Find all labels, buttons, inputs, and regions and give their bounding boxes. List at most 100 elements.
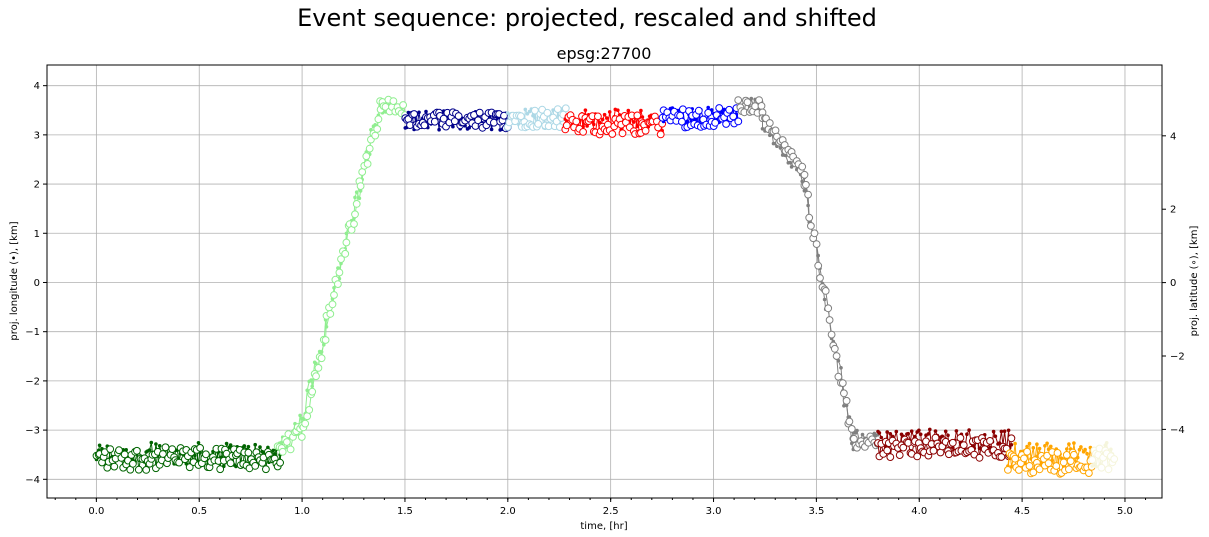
latitude-point [399, 101, 408, 109]
latitude-point [129, 459, 137, 468]
latitude-point [134, 465, 143, 474]
latitude-point [594, 112, 602, 121]
latitude-point [490, 118, 498, 127]
plot-area [92, 95, 1119, 478]
longitude-point [993, 434, 998, 439]
latitude-point [633, 111, 642, 120]
longitude-point [1043, 444, 1047, 448]
latitude-point [371, 131, 380, 140]
latitude-point [363, 160, 372, 168]
y-left-tick-label: 2 [34, 180, 40, 191]
latitude-point [816, 274, 824, 282]
latitude-point [1059, 458, 1068, 467]
longitude-point [1045, 441, 1049, 446]
latitude-point [562, 121, 571, 130]
latitude-point [356, 182, 365, 191]
longitude-point [860, 432, 865, 437]
latitude-point [1004, 466, 1012, 474]
x-tick-label: 0.0 [88, 506, 104, 517]
latitude-point [142, 466, 151, 474]
latitude-point [454, 112, 463, 120]
longitude-point [632, 120, 636, 124]
latitude-point [824, 304, 833, 313]
latitude-point [185, 463, 194, 472]
latitude-point [832, 352, 841, 360]
longitude-point [909, 429, 914, 434]
longitude-point [489, 127, 494, 132]
longitude-point [1049, 444, 1053, 449]
latitude-point [997, 453, 1006, 461]
longitude-point [977, 446, 982, 451]
longitude-point [917, 428, 921, 433]
latitude-point [278, 447, 287, 456]
longitude-point [1035, 442, 1039, 447]
longitude-point [1094, 464, 1098, 469]
latitude-point [262, 465, 270, 474]
latitude-point [825, 316, 834, 324]
longitude-point [1009, 443, 1014, 447]
longitude-point [451, 124, 455, 129]
latitude-point [1052, 462, 1061, 470]
latitude-point [216, 465, 225, 474]
longitude-point [888, 432, 893, 436]
longitude-point [1006, 428, 1011, 433]
latitude-point [110, 462, 119, 471]
longitude-point [749, 96, 754, 101]
latitude-point [326, 310, 335, 318]
latitude-point [317, 354, 326, 363]
latitude-point [1088, 456, 1097, 464]
longitude-point [1104, 441, 1109, 445]
longitude-point [836, 358, 841, 363]
latitude-point [798, 162, 807, 171]
latitude-point [641, 126, 650, 135]
longitude-point [1027, 441, 1032, 446]
x-axis-label: time, [hr] [580, 521, 627, 532]
longitude-point [999, 429, 1004, 434]
latitude-point [845, 417, 854, 426]
latitude-point [561, 104, 570, 113]
x-tick-label: 0.5 [191, 506, 207, 517]
latitude-point [830, 344, 839, 353]
latitude-point [656, 130, 665, 139]
latitude-point [814, 261, 823, 270]
latitude-point [161, 443, 170, 452]
chart-title: epsg:27700 [557, 44, 652, 63]
longitude-point [597, 120, 602, 125]
latitude-point [133, 446, 141, 455]
y-right-tick-label: −2 [1170, 351, 1185, 362]
latitude-point [175, 458, 184, 467]
longitude-point [855, 428, 859, 433]
latitude-point [389, 97, 398, 105]
latitude-point [365, 144, 374, 153]
latitude-point [362, 152, 371, 161]
longitude-point [298, 413, 302, 418]
longitude-point [822, 297, 827, 302]
latitude-point [410, 110, 419, 118]
latitude-point [301, 419, 310, 428]
longitude-point [1085, 451, 1089, 456]
latitude-point [1025, 462, 1034, 470]
longitude-point [602, 112, 607, 117]
longitude-point [97, 443, 102, 448]
longitude-point [437, 127, 441, 132]
latitude-point [899, 443, 908, 452]
longitude-point [149, 440, 154, 445]
latitude-point [1007, 434, 1016, 443]
latitude-point [1070, 450, 1078, 459]
latitude-point [1035, 465, 1044, 474]
latitude-point [350, 220, 358, 228]
longitude-point [1025, 444, 1029, 449]
latitude-point [305, 406, 314, 414]
latitude-point [751, 102, 759, 111]
latitude-point [802, 180, 810, 189]
longitude-point [626, 108, 631, 113]
longitude-point [592, 122, 596, 127]
latitude-point [847, 425, 856, 433]
longitude-point [1013, 441, 1017, 446]
longitude-point [224, 441, 229, 446]
latitude-point [757, 102, 766, 110]
longitude-point [1065, 447, 1069, 451]
x-tick-label: 2.0 [500, 506, 516, 517]
y-right-tick-label: −4 [1170, 425, 1185, 436]
